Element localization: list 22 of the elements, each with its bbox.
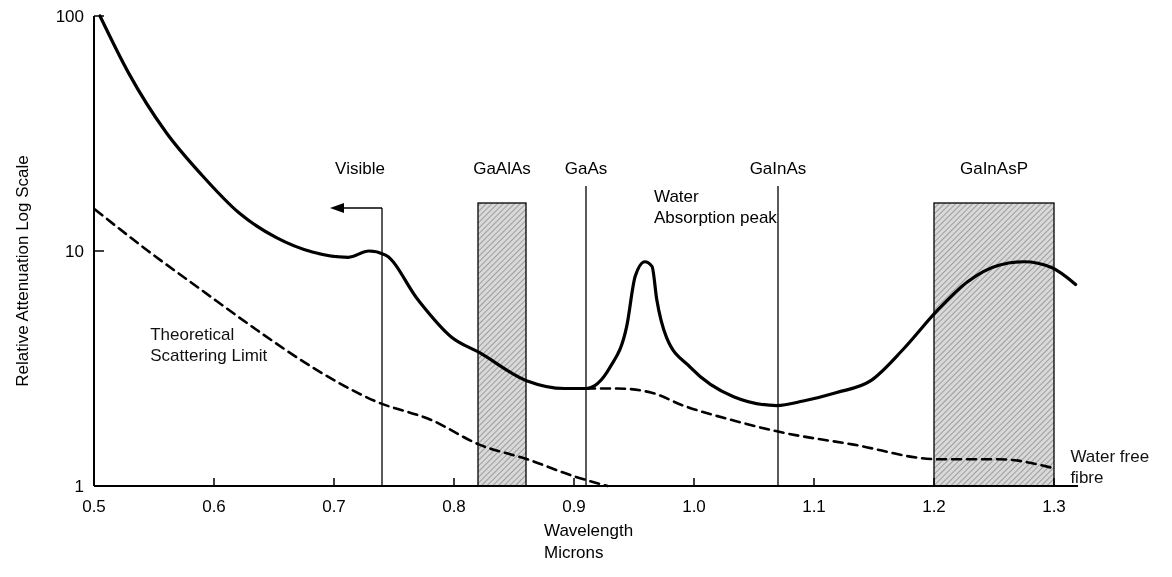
annotation: Water Absorption peak xyxy=(654,186,778,227)
y-tick-label: 10 xyxy=(65,242,84,261)
band-label: GaInAsP xyxy=(959,159,1029,178)
ref-line-label: GaAs xyxy=(564,159,608,178)
series-label: Theoretical Scattering Limit xyxy=(150,324,268,365)
y-tick-label: 1 xyxy=(74,477,84,496)
x-tick-label: 0.5 xyxy=(82,497,106,516)
y-axis-title: Relative Attenuation Log Scale xyxy=(13,155,32,387)
x-tick-label: 0.9 xyxy=(562,497,586,516)
x-tick-label: 1.0 xyxy=(682,497,706,516)
x-tick-label: 1.2 xyxy=(922,497,946,516)
x-axis-title: Wavelength Microns xyxy=(544,521,634,562)
x-tick-label: 0.8 xyxy=(442,497,466,516)
x-tick-label: 0.6 xyxy=(202,497,226,516)
x-tick-label: 0.7 xyxy=(322,497,346,516)
ref-line-label: GaInAs xyxy=(749,159,807,178)
x-tick-label: 1.1 xyxy=(802,497,826,516)
ref-line-label: Visible xyxy=(335,159,385,178)
series-label: Water free fibre xyxy=(1070,447,1150,488)
y-tick-label: 100 xyxy=(55,7,84,26)
x-tick-label: 1.3 xyxy=(1042,497,1066,516)
band-label: GaAlAs xyxy=(473,159,531,178)
